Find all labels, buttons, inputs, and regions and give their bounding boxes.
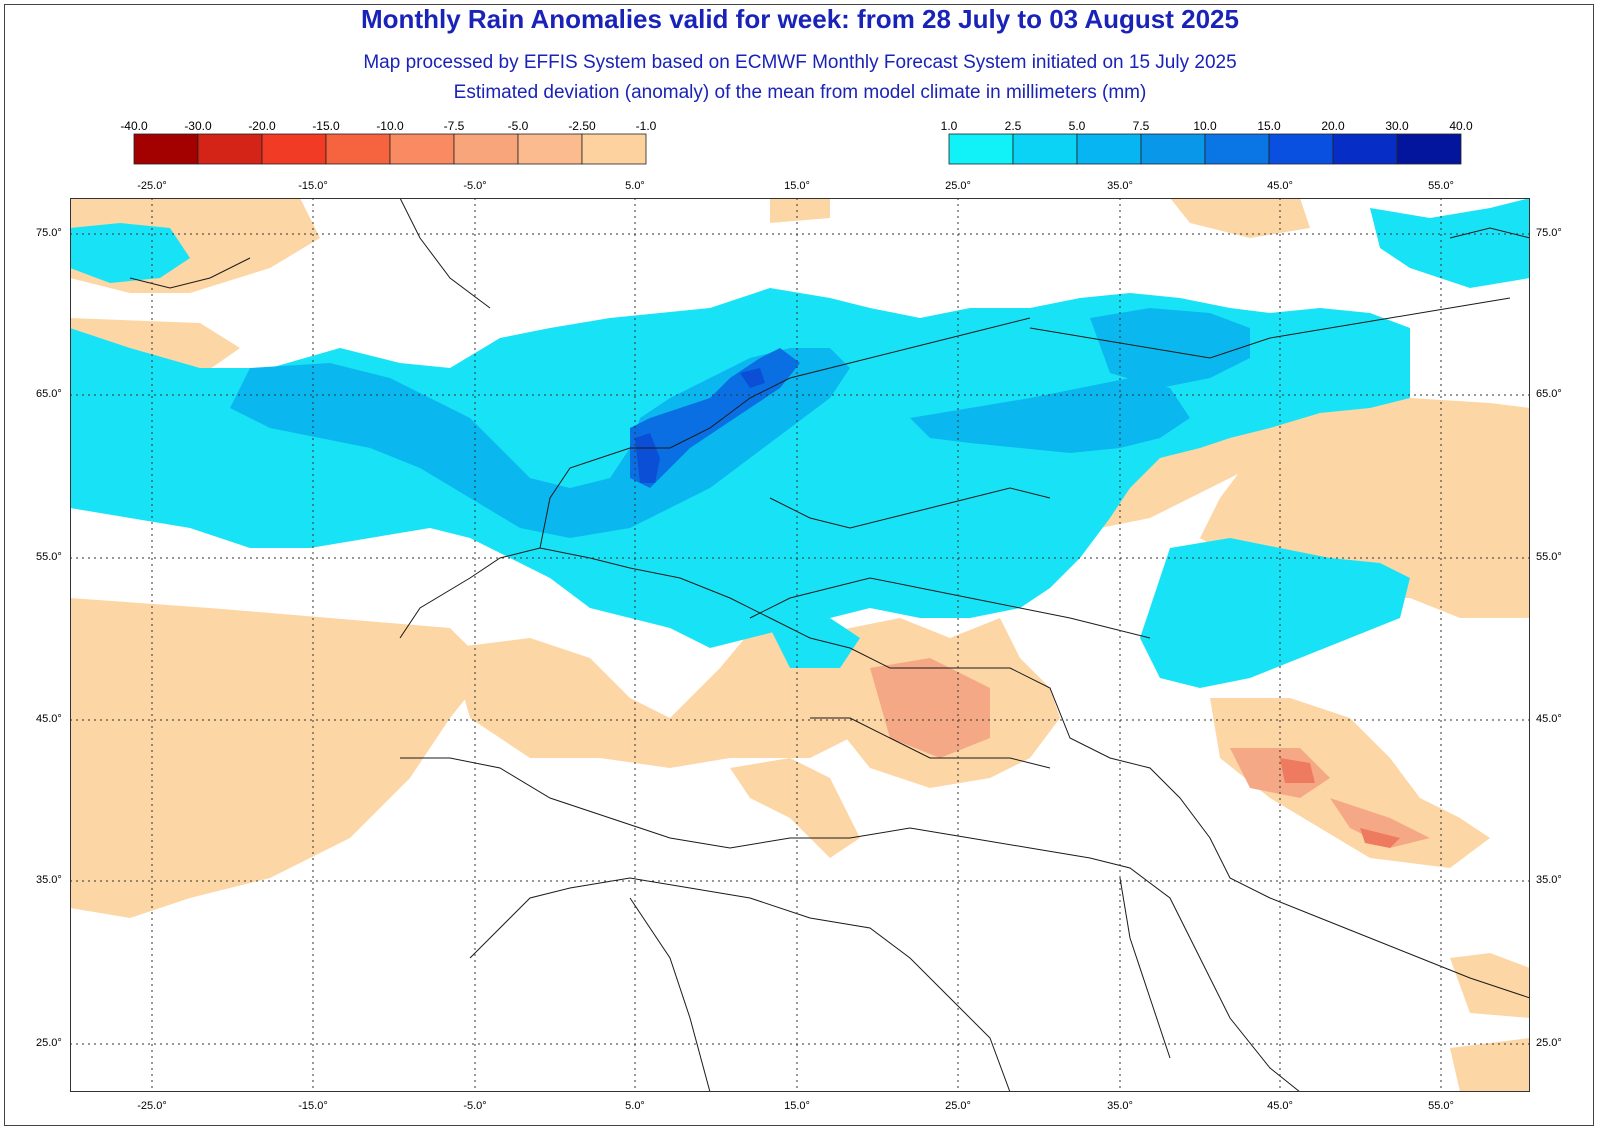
longitude-label-top: -5.0° — [463, 180, 487, 192]
legend-positive-tick-label: 7.5 — [1132, 119, 1150, 133]
longitude-label-top: 5.0° — [625, 180, 645, 192]
latitude-label-left: 45.0° — [36, 713, 62, 725]
very-strong-wet-anomaly-areas — [635, 368, 765, 483]
legend-positive-swatch — [1332, 133, 1398, 165]
legend-negative-bar — [133, 133, 647, 165]
legend-negative-tick-label: -5.0 — [507, 119, 529, 133]
anomaly-map — [70, 198, 1530, 1092]
legend-negative-swatch — [197, 133, 263, 165]
coastlines-and-borders — [129, 198, 1530, 1092]
legend-negative-swatch — [325, 133, 391, 165]
longitude-label-bottom: 35.0° — [1107, 1100, 1133, 1112]
legend-negative-swatch — [389, 133, 455, 165]
longitude-label-top: 35.0° — [1107, 180, 1133, 192]
legend-positive-tick-label: 10.0 — [1193, 119, 1217, 133]
longitude-label-bottom: -15.0° — [298, 1100, 328, 1112]
longitude-label-top: 45.0° — [1267, 180, 1293, 192]
legend-positive-swatch — [1076, 133, 1142, 165]
latitude-label-right: 65.0° — [1536, 388, 1562, 400]
longitude-label-top: 55.0° — [1428, 180, 1454, 192]
longitude-label-bottom: -5.0° — [463, 1100, 487, 1112]
strong-dry-anomaly-areas — [870, 658, 1430, 848]
longitude-label-top: -25.0° — [137, 180, 167, 192]
legend-positive-swatch — [1012, 133, 1078, 165]
legend-negative-swatch — [133, 133, 199, 165]
longitude-label-bottom: 45.0° — [1267, 1100, 1293, 1112]
legend-negative-tick-label: -7.5 — [443, 119, 465, 133]
longitude-label-top: 15.0° — [784, 180, 810, 192]
legend-positive-tick-label: 15.0 — [1257, 119, 1281, 133]
longitude-label-bottom: 55.0° — [1428, 1100, 1454, 1112]
legend-negative-swatch — [581, 133, 647, 165]
legend-negative-swatch — [517, 133, 583, 165]
legend-negative-tick-label: -10.0 — [376, 119, 404, 133]
graticule-grid — [70, 198, 1530, 1092]
legend-positive-swatch — [1268, 133, 1334, 165]
longitude-label-top: 25.0° — [945, 180, 971, 192]
legend-positive-tick-label: 40.0 — [1449, 119, 1473, 133]
legend-positive-swatch — [948, 133, 1014, 165]
legend-negative-tick-label: -20.0 — [248, 119, 276, 133]
legend-positive-bar — [948, 133, 1462, 165]
legend-negative-tick-label: -30.0 — [184, 119, 212, 133]
legend-negative-tick-label: -2.50 — [568, 119, 596, 133]
wet-anomaly-areas — [70, 198, 1530, 688]
legend-positive-swatch — [1204, 133, 1270, 165]
map-frame — [4, 4, 1594, 1126]
latitude-label-right: 75.0° — [1536, 227, 1562, 239]
legend-positive-tick-label: 20.0 — [1321, 119, 1345, 133]
legend-negative-tick-label: -40.0 — [120, 119, 148, 133]
legend-positive-swatch — [1140, 133, 1206, 165]
very-dry-anomaly-areas — [1280, 758, 1400, 848]
legend-negative-swatch — [453, 133, 519, 165]
latitude-label-right: 35.0° — [1536, 874, 1562, 886]
legend-positive-tick-label: 30.0 — [1385, 119, 1409, 133]
latitude-label-left: 25.0° — [36, 1037, 62, 1049]
legend-positive-tick-label: 5.0 — [1068, 119, 1086, 133]
latitude-label-right: 45.0° — [1536, 713, 1562, 725]
latitude-label-left: 75.0° — [36, 227, 62, 239]
latitude-label-left: 55.0° — [36, 551, 62, 563]
map-subtitle-units: Estimated deviation (anomaly) of the mea… — [453, 82, 1147, 103]
dry-anomaly-areas — [70, 198, 1530, 1092]
legend-positive-swatch — [1396, 133, 1462, 165]
latitude-label-left: 35.0° — [36, 874, 62, 886]
legend-negative-tick-label: -15.0 — [312, 119, 340, 133]
longitude-label-bottom: -25.0° — [137, 1100, 167, 1112]
longitude-label-top: -15.0° — [298, 180, 328, 192]
latitude-label-right: 25.0° — [1536, 1037, 1562, 1049]
legend-negative-swatch — [261, 133, 327, 165]
latitude-label-left: 65.0° — [36, 388, 62, 400]
legend-negative-tick-label: -1.0 — [635, 119, 657, 133]
map-subtitle-source: Map processed by EFFIS System based on E… — [363, 52, 1237, 73]
map-title: Monthly Rain Anomalies valid for week: f… — [361, 4, 1239, 34]
longitude-label-bottom: 25.0° — [945, 1100, 971, 1112]
longitude-label-bottom: 15.0° — [784, 1100, 810, 1112]
latitude-label-right: 55.0° — [1536, 551, 1562, 563]
legend-positive-tick-label: 1.0 — [940, 119, 958, 133]
longitude-label-bottom: 5.0° — [625, 1100, 645, 1112]
legend-positive-tick-label: 2.5 — [1004, 119, 1022, 133]
